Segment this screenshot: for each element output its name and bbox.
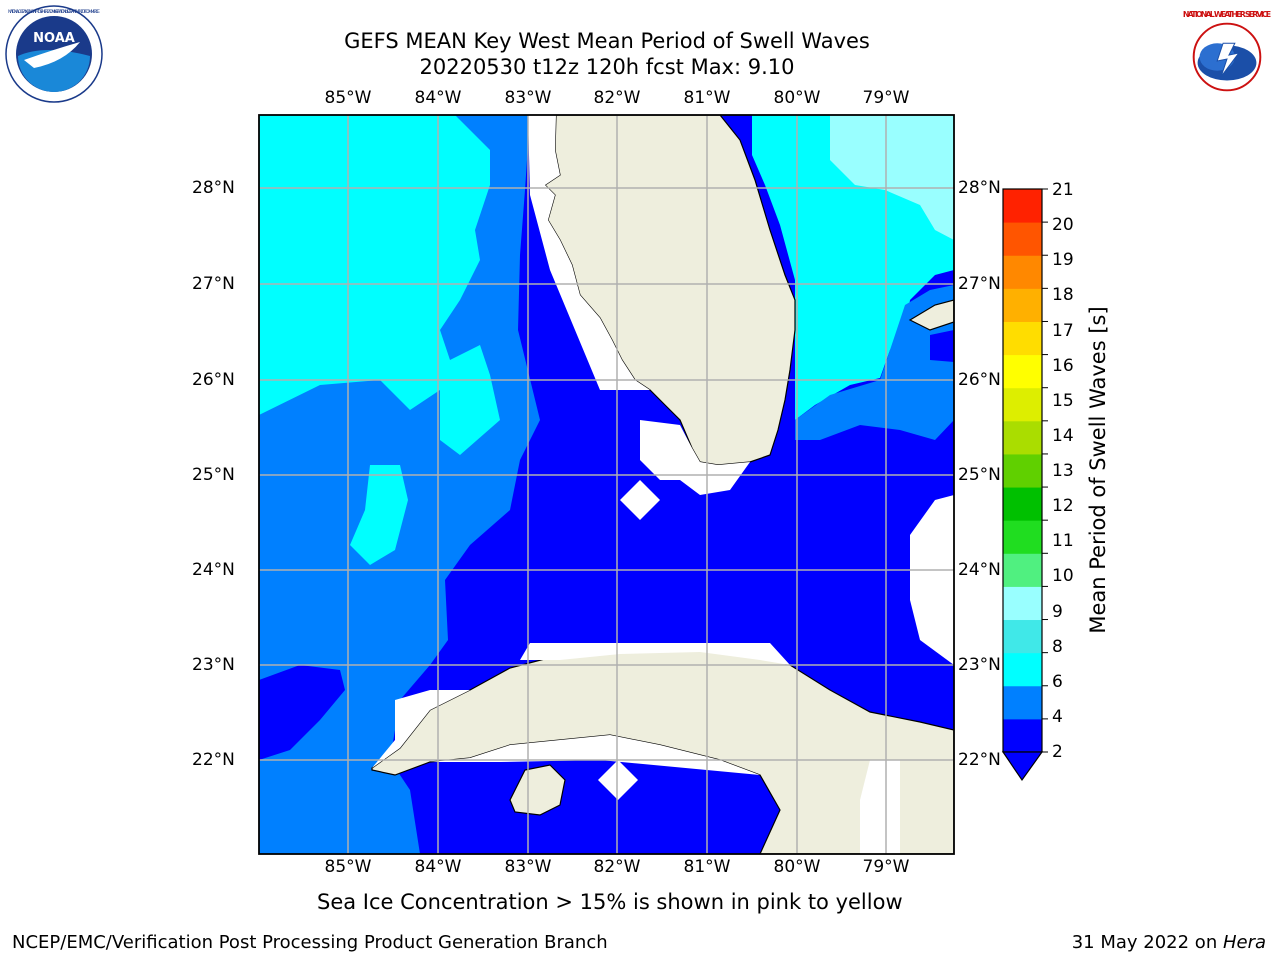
lat-label-right: 28°N: [958, 178, 1001, 198]
colorbar-box: [1003, 321, 1042, 356]
lon-label-top: 84°W: [414, 88, 462, 108]
colorbar-tick-label: 16: [1052, 355, 1074, 376]
colorbar-tick-label: 18: [1052, 285, 1074, 306]
nodata-cuba-west: [372, 690, 470, 768]
colorbar-tick-label: 21: [1052, 180, 1074, 200]
colorbar-tick-label: 14: [1052, 425, 1074, 446]
land-florida: [544, 115, 796, 466]
colorbar-extend-arrow: [1001, 751, 1044, 782]
colorbar-box: [1003, 586, 1042, 621]
map-title: GEFS MEAN Key West Mean Period of Swell …: [344, 29, 870, 53]
lat-label-left: 23°N: [192, 655, 235, 675]
lat-label-left: 24°N: [192, 560, 235, 580]
colorbar-tick-label: 19: [1052, 250, 1074, 271]
nodata-cuba-south: [430, 735, 760, 775]
nodata-cay: [598, 760, 638, 800]
nodata-florida-keys: [640, 420, 750, 495]
colorbar-box: [1003, 619, 1042, 654]
lat-label-left: 27°N: [192, 274, 235, 294]
colorbar-tick-label: 15: [1052, 390, 1074, 411]
run-date: 31 May 2022 on Hera: [1071, 932, 1266, 953]
lon-label-top: 79°W: [862, 88, 910, 108]
colorbar-title: Mean Period of Swell Waves [s]: [1086, 306, 1110, 634]
land-bahamas: [908, 299, 954, 331]
colorbar-tick-label: 10: [1052, 566, 1074, 587]
lat-label-right: 22°N: [958, 750, 1001, 770]
colorbar-box: [1003, 718, 1042, 753]
lat-label-left: 25°N: [192, 465, 235, 485]
colorbar-box: [1003, 652, 1042, 687]
colorbar-box: [1003, 354, 1042, 389]
field-8-9s: [830, 115, 954, 240]
nodata-cuba-north: [520, 643, 790, 665]
field-4-6s-atl-2: [795, 380, 954, 440]
land-isla-juventud: [509, 764, 566, 816]
lat-label-left: 26°N: [192, 370, 235, 390]
colorbar-box: [1003, 255, 1042, 289]
producer-credit: NCEP/EMC/Verification Post Processing Pr…: [12, 932, 608, 953]
lon-label-bottom: 85°W: [324, 857, 372, 877]
colorbar-tick-label: 9: [1052, 601, 1063, 622]
svg-text:NATIONAL OCEANIC AND ATMOSPHER: NATIONAL OCEANIC AND ATMOSPHERIC ADMINIS…: [8, 9, 100, 15]
colorbar-box: [1003, 553, 1042, 587]
colorbar-tick-label: 12: [1052, 496, 1074, 517]
lon-label-top: 80°W: [773, 88, 821, 108]
lon-label-top: 85°W: [324, 88, 372, 108]
colorbar-box: [1003, 189, 1042, 223]
lon-label-bottom: 80°W: [773, 857, 821, 877]
lat-label-right: 23°N: [958, 655, 1001, 675]
colorbar-tick-label: 11: [1052, 531, 1074, 552]
lat-label-left: 22°N: [192, 750, 235, 770]
lat-label-right: 24°N: [958, 560, 1001, 580]
nodata-keys-west: [620, 480, 660, 520]
map-subtitle: 20220530 t12z 120h fcst Max: 9.10: [419, 55, 795, 79]
lon-label-bottom: 83°W: [504, 857, 552, 877]
nodata-east-cuba: [860, 760, 900, 854]
lon-label-bottom: 82°W: [593, 857, 641, 877]
colorbar-box: [1003, 288, 1042, 322]
colorbar-tick-label: 8: [1052, 636, 1063, 657]
graticule: [259, 115, 954, 854]
lat-label-right: 26°N: [958, 370, 1001, 390]
field-6-7s-gulf-2: [350, 465, 408, 565]
lon-label-bottom: 79°W: [862, 857, 910, 877]
colorbar-box: [1003, 685, 1042, 720]
lon-label-bottom: 81°W: [683, 857, 731, 877]
map-frame: [258, 114, 955, 855]
colorbar-box: [1003, 420, 1042, 455]
nodata-florida-gulf: [528, 115, 650, 390]
colorbar-tick-label: 4: [1052, 706, 1063, 727]
colorbar-tick-label: 6: [1052, 671, 1063, 692]
colorbar: [1003, 188, 1048, 753]
svg-text:NOAA: NOAA: [33, 31, 75, 46]
colorbar-tick-label: 2: [1052, 742, 1063, 762]
field-6-7s-gulf: [259, 115, 500, 455]
lon-label-bottom: 84°W: [414, 857, 462, 877]
lon-label-top: 81°W: [683, 88, 731, 108]
host-name: Hera: [1222, 932, 1266, 953]
sea-ice-note: Sea Ice Concentration > 15% is shown in …: [317, 890, 903, 914]
nodata-bahamas-east: [910, 495, 954, 665]
colorbar-tick-label: 13: [1052, 461, 1074, 481]
lon-label-top: 83°W: [504, 88, 552, 108]
svg-text:NATIONAL WEATHER SERVICE: NATIONAL WEATHER SERVICE: [1183, 10, 1271, 19]
colorbar-box: [1003, 520, 1042, 554]
colorbar-box: [1003, 453, 1042, 488]
lat-label-left: 28°N: [192, 178, 235, 198]
colorbar-tick-label: 20: [1052, 215, 1074, 236]
colorbar-box: [1003, 387, 1042, 422]
lat-label-right: 27°N: [958, 274, 1001, 294]
lon-label-top: 82°W: [593, 88, 641, 108]
noaa-logo: NOAA NATIONAL OCEANIC AND ATMOSPHERIC AD…: [5, 5, 103, 103]
lat-label-right: 25°N: [958, 465, 1001, 485]
map-field: [259, 115, 954, 854]
colorbar-box: [1003, 222, 1042, 256]
colorbar-tick-label: 17: [1052, 320, 1074, 341]
nws-logo: NATIONAL WEATHER SERVICE: [1179, 10, 1275, 105]
colorbar-box: [1003, 487, 1042, 521]
